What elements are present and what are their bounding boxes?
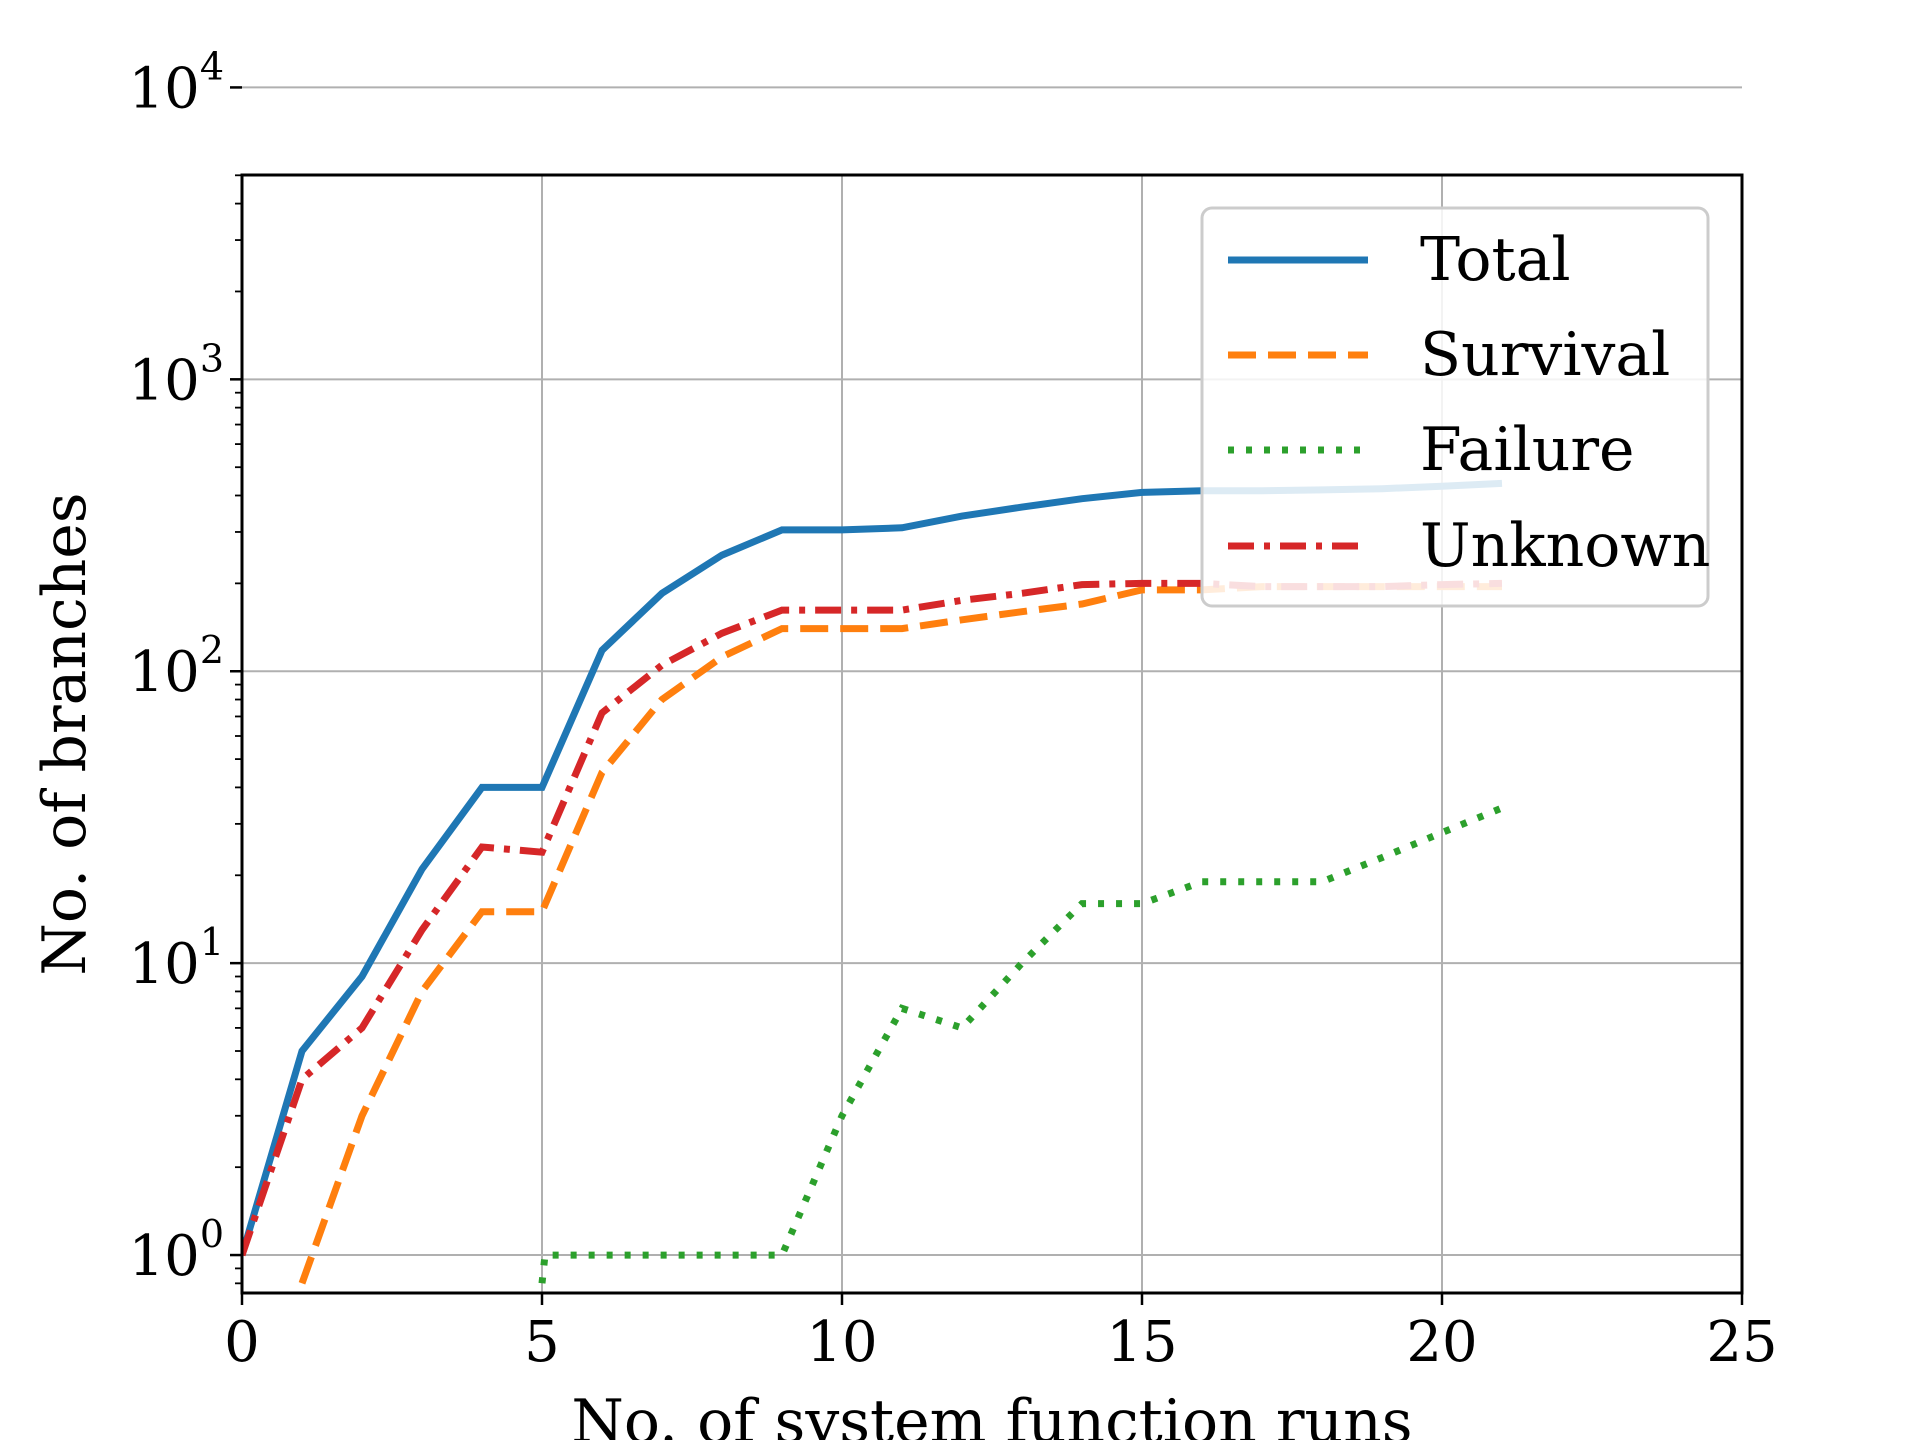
x-tick-label: 20: [1406, 1310, 1477, 1375]
x-tick-label: 5: [524, 1310, 560, 1375]
legend-label-failure: Failure: [1420, 415, 1635, 485]
plot-frame: [240, 173, 1744, 1295]
x-tick-label: 0: [224, 1310, 260, 1375]
y-tick-label: 103: [129, 336, 224, 413]
x-axis-label: No. of system function runs: [571, 1387, 1412, 1440]
legend: Total Survival Failure Unknown: [1200, 206, 1710, 608]
y-tick-label: 102: [129, 628, 224, 705]
y-tick-label: 104: [129, 44, 224, 121]
y-tick-label: 101: [129, 920, 224, 997]
y-axis: 100 101 102 103 104: [129, 44, 242, 1289]
x-tick-label: 15: [1106, 1310, 1177, 1375]
x-tick-label: 25: [1706, 1310, 1777, 1375]
legend-label-total: Total: [1420, 225, 1571, 295]
legend-label-unknown: Unknown: [1420, 511, 1710, 581]
legend-label-survival: Survival: [1420, 320, 1670, 390]
y-tick-label: 100: [129, 1212, 224, 1289]
x-tick-label: 10: [806, 1310, 877, 1375]
legend-box: [1200, 206, 1710, 608]
y-axis-label: No. of branches: [30, 492, 100, 975]
series-line-failure: [538, 804, 1504, 1284]
x-axis: 0 5 10 15 20 25: [224, 1293, 1778, 1375]
